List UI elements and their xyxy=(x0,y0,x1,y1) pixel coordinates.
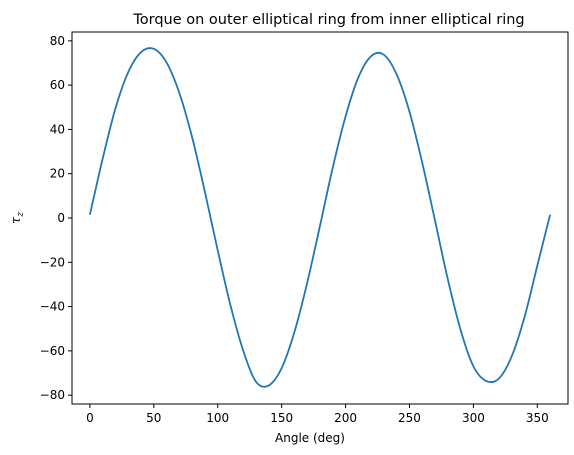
y-tick-label: 80 xyxy=(50,34,65,48)
y-tick-label: 0 xyxy=(57,211,65,225)
x-tick-label: 50 xyxy=(146,411,161,425)
x-tick-label: 250 xyxy=(398,411,421,425)
plot-area xyxy=(89,47,551,388)
x-axis-label: Angle (deg) xyxy=(275,431,345,445)
y-axis-ticks: −80 −60 −40 −20 0 20 40 60 80 xyxy=(40,34,72,402)
x-tick-label: 300 xyxy=(462,411,485,425)
y-tick-label: 60 xyxy=(50,78,65,92)
y-tick-label: −40 xyxy=(40,300,65,314)
axes-frame xyxy=(71,31,569,405)
y-axis-label-subscript: z xyxy=(16,212,26,218)
y-axis-label-symbol: τ xyxy=(9,216,24,224)
x-tick-label: 100 xyxy=(206,411,229,425)
chart-title: Torque on outer elliptical ring from inn… xyxy=(132,12,524,28)
x-tick-label: 200 xyxy=(334,411,357,425)
x-tick-label: 150 xyxy=(270,411,293,425)
y-tick-label: −20 xyxy=(40,255,65,269)
y-tick-label: −60 xyxy=(40,344,65,358)
series-line xyxy=(89,47,551,388)
x-axis-ticks: 0 50 100 150 200 250 300 350 xyxy=(86,404,549,425)
y-tick-label: 20 xyxy=(50,167,65,181)
y-axis-label: τz xyxy=(9,212,26,224)
x-tick-label: 0 xyxy=(86,411,94,425)
y-tick-label: −80 xyxy=(40,388,65,402)
y-tick-label: 40 xyxy=(50,122,65,136)
x-tick-label: 350 xyxy=(526,411,549,425)
